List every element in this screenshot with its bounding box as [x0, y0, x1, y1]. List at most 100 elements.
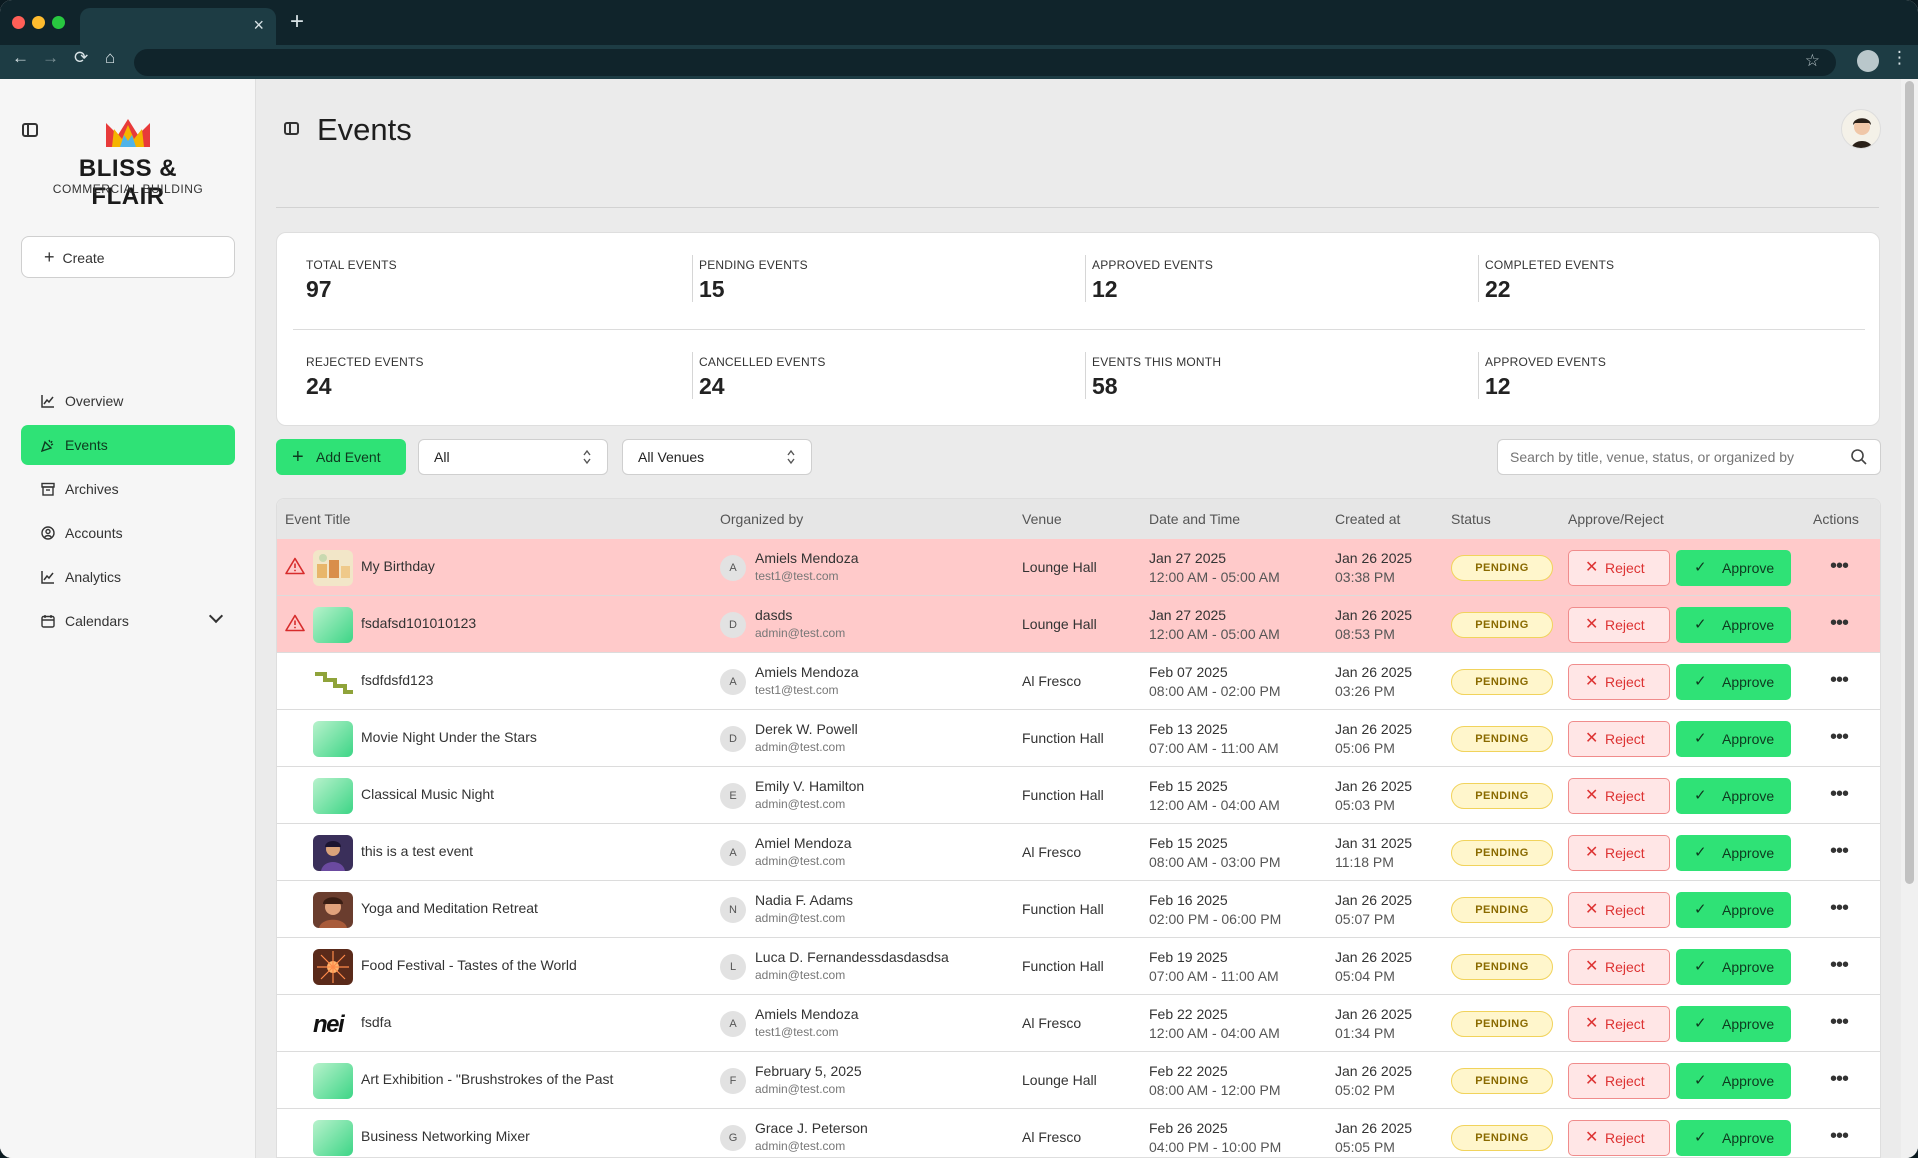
more-actions-icon[interactable]: ••• — [1830, 612, 1849, 634]
back-icon[interactable]: ← — [12, 48, 29, 67]
approve-button[interactable]: ✓ Approve — [1676, 892, 1791, 928]
browser-menu-icon[interactable]: ⋮ — [1891, 48, 1908, 67]
sidebar-item-events[interactable]: Events — [21, 425, 235, 465]
browser-tab[interactable]: × — [80, 8, 276, 45]
address-bar[interactable]: ☆ — [134, 49, 1836, 76]
status-filter-select[interactable]: All — [418, 439, 608, 475]
more-actions-icon[interactable]: ••• — [1830, 954, 1849, 976]
stat-label: COMPLETED EVENTS — [1485, 258, 1615, 272]
approve-button[interactable]: ✓ Approve — [1676, 721, 1791, 757]
event-title[interactable]: My Birthday — [361, 558, 435, 574]
approve-button[interactable]: ✓ Approve — [1676, 1120, 1791, 1156]
approve-button[interactable]: ✓ Approve — [1676, 778, 1791, 814]
more-actions-icon[interactable]: ••• — [1830, 1011, 1849, 1033]
approve-button[interactable]: ✓ Approve — [1676, 550, 1791, 586]
reject-button[interactable]: ✕ Reject — [1568, 607, 1670, 643]
approve-button[interactable]: ✓ Approve — [1676, 1063, 1791, 1099]
created-date: Jan 31 2025 — [1335, 835, 1413, 851]
sidebar-toggle-icon[interactable] — [22, 123, 38, 137]
reject-button[interactable]: ✕ Reject — [1568, 835, 1670, 871]
table-row[interactable]: Business Networking Mixer G Grace J. Pet… — [277, 1109, 1880, 1157]
reject-button[interactable]: ✕ Reject — [1568, 778, 1670, 814]
more-actions-icon[interactable]: ••• — [1830, 1125, 1849, 1147]
table-row[interactable]: nei fsdfa A Amiels Mendoza test1@test.co… — [277, 995, 1880, 1052]
event-title[interactable]: Business Networking Mixer — [361, 1128, 530, 1144]
table-row[interactable]: Yoga and Meditation Retreat N Nadia F. A… — [277, 881, 1880, 938]
event-title[interactable]: Classical Music Night — [361, 786, 495, 802]
search-icon[interactable] — [1850, 448, 1868, 466]
reject-button[interactable]: ✕ Reject — [1568, 550, 1670, 586]
approve-button[interactable]: ✓ Approve — [1676, 607, 1791, 643]
table-row[interactable]: Movie Night Under the Stars D Derek W. P… — [277, 710, 1880, 767]
table-row[interactable]: Art Exhibition - "Brushstrokes of the Pa… — [277, 1052, 1880, 1109]
home-icon[interactable]: ⌂ — [105, 48, 116, 67]
table-row[interactable]: Classical Music Night E Emily V. Hamilto… — [277, 767, 1880, 824]
approve-button[interactable]: ✓ Approve — [1676, 949, 1791, 985]
maximize-window-dot[interactable] — [52, 16, 65, 29]
column-header-organizer[interactable]: Organized by — [720, 511, 804, 527]
column-header-created[interactable]: Created at — [1335, 511, 1401, 527]
table-row[interactable]: this is a test event A Amiel Mendoza adm… — [277, 824, 1880, 881]
more-actions-icon[interactable]: ••• — [1830, 1068, 1849, 1090]
create-button[interactable]: + Create — [21, 236, 235, 278]
stat-label: REJECTED EVENTS — [306, 355, 424, 369]
panel-toggle-icon[interactable] — [284, 122, 299, 135]
add-event-button[interactable]: + Add Event — [276, 439, 406, 475]
sidebar-item-calendars[interactable]: Calendars — [21, 601, 235, 641]
page-scrollbar[interactable] — [1901, 79, 1918, 1158]
forward-icon[interactable]: → — [42, 48, 59, 67]
reject-button[interactable]: ✕ Reject — [1568, 949, 1670, 985]
approve-button[interactable]: ✓ Approve — [1676, 664, 1791, 700]
reload-icon[interactable]: ⟳ — [74, 48, 89, 67]
sidebar-item-accounts[interactable]: Accounts — [21, 513, 235, 553]
table-row[interactable]: Food Festival - Tastes of the World L Lu… — [277, 938, 1880, 995]
reject-button[interactable]: ✕ Reject — [1568, 892, 1670, 928]
more-actions-icon[interactable]: ••• — [1830, 897, 1849, 919]
event-date: Feb 22 2025 — [1149, 1006, 1228, 1022]
close-window-dot[interactable] — [12, 16, 25, 29]
table-row[interactable]: My Birthday A Amiels Mendoza test1@test.… — [277, 539, 1880, 596]
sidebar-item-analytics[interactable]: Analytics — [21, 557, 235, 597]
organizer-email: admin@test.com — [755, 968, 846, 982]
approve-button[interactable]: ✓ Approve — [1676, 1006, 1791, 1042]
warning-triangle-icon — [285, 557, 305, 575]
close-tab-icon[interactable]: × — [253, 15, 264, 35]
column-header-status[interactable]: Status — [1451, 511, 1491, 527]
venue-filter-select[interactable]: All Venues — [622, 439, 812, 475]
event-title[interactable]: this is a test event — [361, 843, 474, 859]
organizer-email: admin@test.com — [755, 911, 846, 925]
event-title[interactable]: Food Festival - Tastes of the World — [361, 957, 577, 973]
more-actions-icon[interactable]: ••• — [1830, 840, 1849, 862]
event-title[interactable]: Yoga and Meditation Retreat — [361, 900, 538, 916]
event-title[interactable]: fsdfa — [361, 1014, 392, 1030]
event-title[interactable]: Movie Night Under the Stars — [361, 729, 537, 745]
reject-button[interactable]: ✕ Reject — [1568, 1120, 1670, 1156]
search-input[interactable] — [1497, 439, 1881, 475]
column-header-title[interactable]: Event Title — [285, 511, 351, 527]
chevron-down-icon[interactable] — [208, 608, 224, 624]
reject-button[interactable]: ✕ Reject — [1568, 721, 1670, 757]
minimize-window-dot[interactable] — [32, 16, 45, 29]
event-title[interactable]: fsdfdsfd123 — [361, 672, 434, 688]
event-title[interactable]: fsdafsd101010123 — [361, 615, 477, 631]
more-actions-icon[interactable]: ••• — [1830, 669, 1849, 691]
table-row[interactable]: fsdafsd101010123 D dasds admin@test.com … — [277, 596, 1880, 653]
event-title[interactable]: Art Exhibition - "Brushstrokes of the Pa… — [361, 1071, 614, 1087]
more-actions-icon[interactable]: ••• — [1830, 555, 1849, 577]
reject-button[interactable]: ✕ Reject — [1568, 664, 1670, 700]
sidebar-item-archives[interactable]: Archives — [21, 469, 235, 509]
bookmark-star-icon[interactable]: ☆ — [1804, 51, 1820, 70]
reject-button[interactable]: ✕ Reject — [1568, 1063, 1670, 1099]
reject-button[interactable]: ✕ Reject — [1568, 1006, 1670, 1042]
sidebar-item-overview[interactable]: Overview — [21, 381, 235, 421]
user-avatar[interactable] — [1841, 109, 1881, 149]
table-row[interactable]: fsdfdsfd123 A Amiels Mendoza test1@test.… — [277, 653, 1880, 710]
approve-button[interactable]: ✓ Approve — [1676, 835, 1791, 871]
more-actions-icon[interactable]: ••• — [1830, 783, 1849, 805]
column-header-date[interactable]: Date and Time — [1149, 511, 1241, 527]
new-tab-icon[interactable]: + — [290, 8, 305, 35]
scrollbar-thumb[interactable] — [1905, 81, 1914, 884]
column-header-venue[interactable]: Venue — [1022, 511, 1062, 527]
browser-profile-icon[interactable] — [1857, 50, 1879, 72]
more-actions-icon[interactable]: ••• — [1830, 726, 1849, 748]
